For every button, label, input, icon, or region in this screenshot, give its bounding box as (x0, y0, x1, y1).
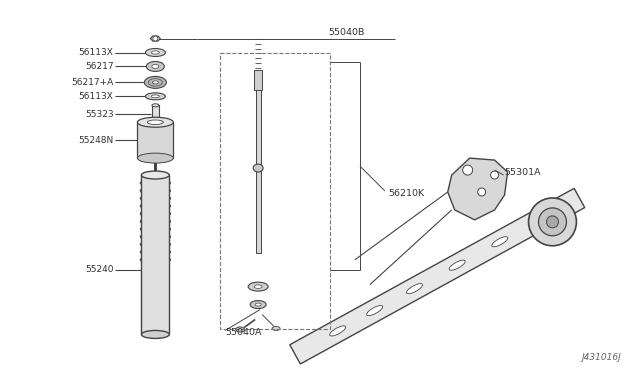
Text: 56113X: 56113X (79, 48, 113, 57)
Ellipse shape (152, 122, 159, 125)
Ellipse shape (152, 51, 159, 54)
Circle shape (153, 36, 158, 41)
Ellipse shape (152, 95, 159, 98)
Ellipse shape (406, 283, 422, 294)
Ellipse shape (330, 326, 346, 336)
Ellipse shape (255, 303, 261, 306)
Circle shape (538, 208, 566, 236)
Text: 56210K: 56210K (388, 189, 424, 199)
Text: 55323: 55323 (85, 110, 113, 119)
Ellipse shape (138, 117, 173, 127)
Bar (138, 122, 173, 158)
Circle shape (529, 198, 577, 246)
Ellipse shape (138, 153, 173, 163)
Ellipse shape (254, 285, 262, 288)
Ellipse shape (367, 305, 383, 315)
Ellipse shape (152, 64, 159, 68)
Ellipse shape (250, 301, 266, 308)
Ellipse shape (145, 48, 165, 57)
Text: 55248N: 55248N (78, 136, 113, 145)
Bar (141, 175, 170, 334)
Ellipse shape (236, 327, 244, 332)
Bar (152, 105, 159, 123)
Text: 56217: 56217 (85, 62, 113, 71)
Ellipse shape (141, 171, 170, 179)
Circle shape (547, 216, 559, 228)
Ellipse shape (492, 237, 508, 247)
Ellipse shape (147, 120, 163, 125)
Text: 56217+A: 56217+A (71, 78, 113, 87)
Text: 55040A: 55040A (225, 328, 262, 337)
Text: 55040B: 55040B (328, 28, 364, 37)
Ellipse shape (145, 93, 165, 100)
Bar (254, 70, 262, 90)
Ellipse shape (449, 260, 465, 270)
Ellipse shape (147, 61, 164, 71)
Bar (220, 52, 330, 330)
Ellipse shape (152, 104, 159, 107)
Polygon shape (290, 188, 585, 364)
Text: 55301A: 55301A (504, 167, 541, 177)
Text: 55240: 55240 (85, 265, 113, 274)
Text: 56113X: 56113X (79, 92, 113, 101)
Ellipse shape (253, 164, 263, 172)
Ellipse shape (152, 81, 158, 84)
Ellipse shape (272, 327, 280, 330)
Bar (255, 76, 260, 253)
Ellipse shape (248, 282, 268, 291)
Ellipse shape (141, 330, 170, 339)
Circle shape (491, 171, 499, 179)
Polygon shape (150, 36, 161, 41)
Ellipse shape (145, 76, 166, 89)
Circle shape (477, 188, 486, 196)
Circle shape (463, 165, 473, 175)
Text: J431016J: J431016J (582, 353, 621, 362)
Polygon shape (448, 158, 508, 220)
